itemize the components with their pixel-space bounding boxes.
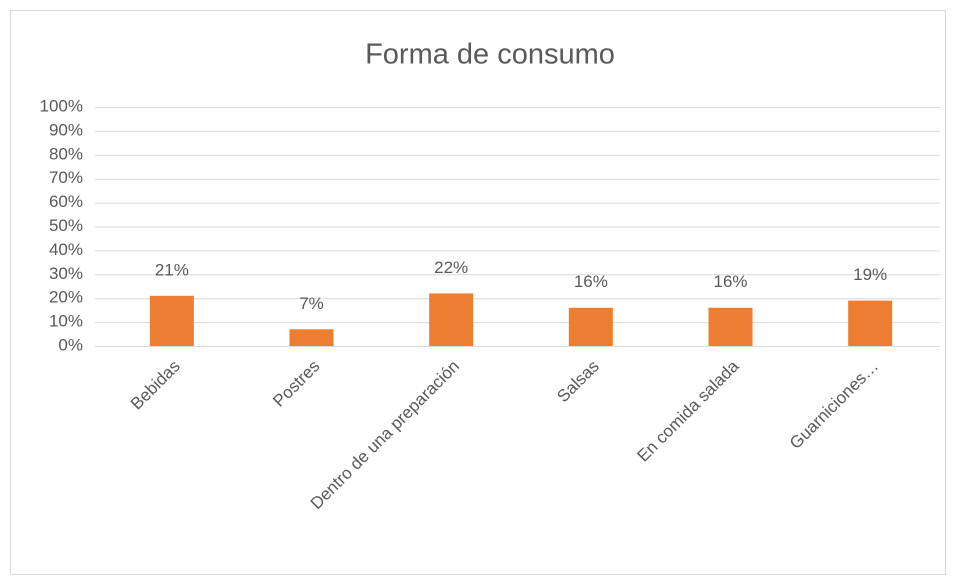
bar <box>149 295 194 346</box>
bar <box>848 300 893 346</box>
y-tick-label: 90% <box>49 120 83 139</box>
y-tick-label: 10% <box>49 312 83 331</box>
y-tick-label: 20% <box>49 288 83 307</box>
data-label: 22% <box>434 258 468 277</box>
bar <box>429 293 474 346</box>
bar <box>289 329 334 346</box>
data-label: 16% <box>713 272 747 291</box>
y-tick-label: 50% <box>49 216 83 235</box>
data-label: 21% <box>155 260 189 279</box>
chart-border <box>10 10 946 575</box>
y-tick-label: 40% <box>49 240 83 259</box>
bar <box>708 307 753 346</box>
data-label: 19% <box>853 265 887 284</box>
y-tick-label: 60% <box>49 192 83 211</box>
y-tick-label: 30% <box>49 264 83 283</box>
y-tick-label: 70% <box>49 168 83 187</box>
chart-title: Forma de consumo <box>365 39 615 71</box>
data-label: 16% <box>574 272 608 291</box>
y-tick-label: 0% <box>58 335 83 354</box>
y-tick-label: 80% <box>49 144 83 163</box>
y-tick-label: 100% <box>40 96 83 115</box>
bar <box>568 307 613 346</box>
data-label: 7% <box>299 294 324 313</box>
